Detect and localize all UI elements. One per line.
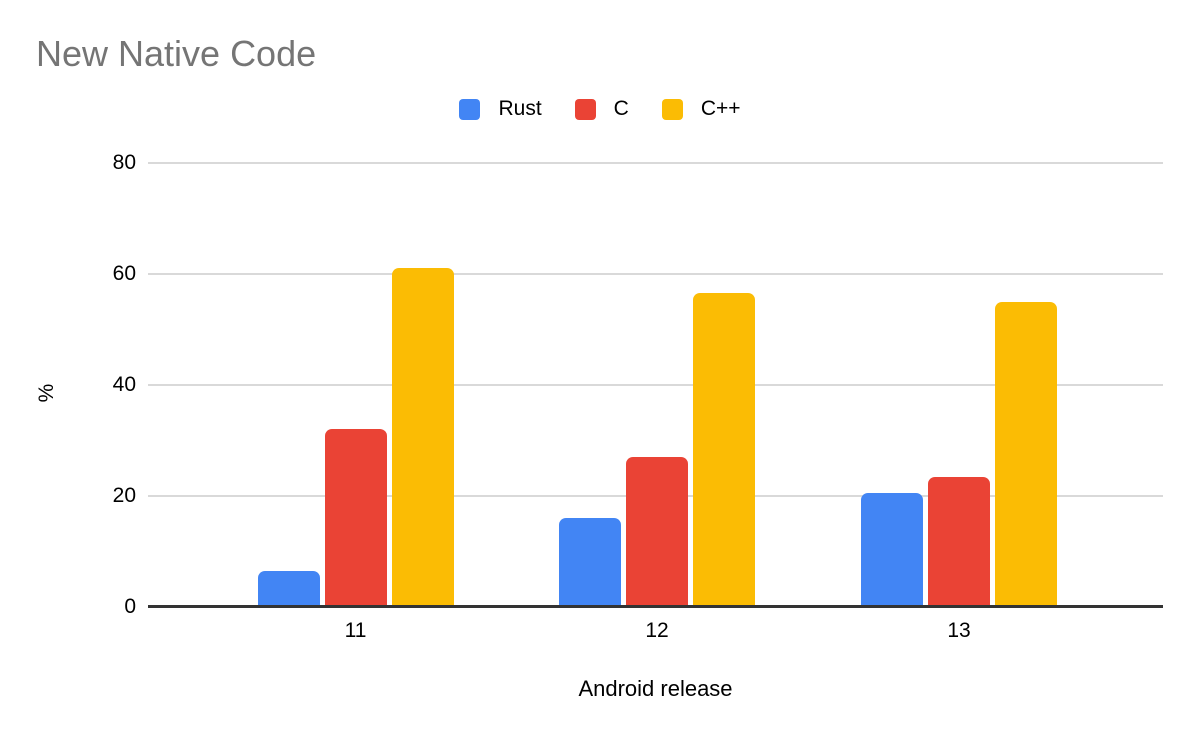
x-tick-label-13: 13 bbox=[947, 619, 971, 642]
bar-cpp-12 bbox=[693, 293, 755, 607]
gridline-y-60 bbox=[148, 273, 1163, 275]
y-tick-label-80: 80 bbox=[112, 151, 136, 174]
x-axis-title: Android release bbox=[578, 676, 733, 701]
y-tick-label-60: 60 bbox=[112, 262, 136, 285]
legend-item-cpp: C++ bbox=[661, 97, 741, 121]
gridline-y-80 bbox=[148, 162, 1163, 164]
legend: Rust C C++ bbox=[0, 97, 1200, 121]
legend-swatch-cpp bbox=[661, 98, 683, 120]
legend-item-rust: Rust bbox=[459, 97, 542, 121]
bar-c-11 bbox=[324, 429, 387, 607]
legend-label-rust: Rust bbox=[498, 97, 542, 120]
bar-rust-12 bbox=[559, 518, 621, 607]
y-tick-label-0: 0 bbox=[124, 595, 136, 618]
legend-swatch-rust bbox=[459, 98, 481, 120]
chart-title: New Native Code bbox=[36, 33, 317, 74]
y-axis-title: % bbox=[35, 383, 58, 403]
legend-item-c: C bbox=[574, 97, 629, 121]
x-axis-baseline bbox=[148, 605, 1163, 608]
y-tick-label-40: 40 bbox=[112, 373, 136, 396]
bar-c-13 bbox=[928, 476, 990, 607]
x-tick-label-11: 11 bbox=[344, 619, 367, 642]
legend-swatch-c bbox=[574, 98, 596, 120]
bar-cpp-13 bbox=[995, 301, 1057, 607]
bar-rust-13 bbox=[861, 493, 923, 607]
gridline-y-40 bbox=[148, 384, 1163, 386]
bar-cpp-11 bbox=[391, 268, 454, 607]
bar-c-12 bbox=[626, 457, 688, 607]
bar-rust-11 bbox=[257, 570, 320, 607]
legend-label-c: C bbox=[613, 97, 629, 120]
legend-label-cpp: C++ bbox=[700, 97, 741, 120]
y-tick-label-20: 20 bbox=[112, 484, 136, 507]
x-tick-label-12: 12 bbox=[645, 619, 669, 642]
